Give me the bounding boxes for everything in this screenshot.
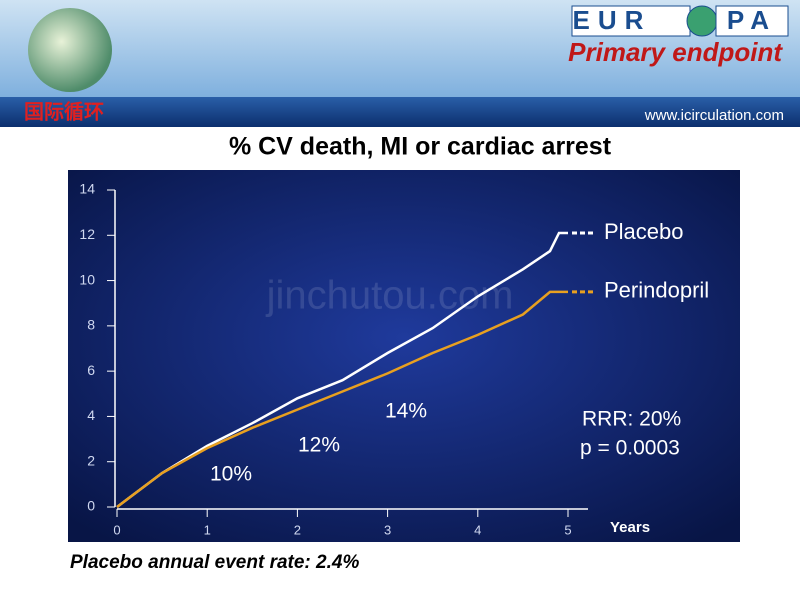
logo-text: PA <box>727 5 777 35</box>
brand-bar <box>0 97 800 127</box>
plot-area <box>68 170 740 542</box>
annotation: 10% <box>210 463 252 486</box>
x-tick-label: 4 <box>474 522 481 537</box>
y-tick-label: 6 <box>87 362 95 378</box>
footer: Placebo annual event rate: 2.4% <box>70 552 359 573</box>
chart-title: % CV death, MI or cardiac arrest <box>229 133 612 161</box>
x-tick-label: 2 <box>294 522 301 537</box>
y-tick-label: 2 <box>87 452 95 468</box>
watermark: jinchutou.com <box>266 274 514 318</box>
x-tick-label: 1 <box>204 522 211 537</box>
y-tick-label: 14 <box>79 181 95 197</box>
annotation: 14% <box>385 400 427 423</box>
logo-globe <box>686 5 718 37</box>
y-tick-label: 8 <box>87 317 95 333</box>
annotation: RRR: 20% <box>582 408 681 431</box>
logo-box <box>571 5 691 37</box>
logo-text: EUR <box>573 5 652 35</box>
x-axis-label: Years <box>610 519 650 536</box>
slide-title: Primary endpoint <box>568 37 783 67</box>
x-tick-label: 3 <box>384 522 391 537</box>
series-line <box>116 290 568 508</box>
annotation: 12% <box>298 434 340 457</box>
y-tick-label: 4 <box>87 407 95 423</box>
series-line <box>116 231 568 508</box>
annotation: p = 0.0003 <box>580 437 680 460</box>
x-tick-label: 5 <box>564 522 571 537</box>
y-tick-label: 12 <box>79 226 95 242</box>
url: www.icirculation.com <box>644 107 784 124</box>
brand: 国际循环 <box>24 99 104 123</box>
x-tick-label: 0 <box>113 522 120 537</box>
globe-logo <box>28 8 112 92</box>
y-tick-label: 0 <box>87 498 95 514</box>
logo-box <box>715 5 789 37</box>
legend-label: Placebo <box>604 219 684 244</box>
y-tick-label: 10 <box>79 271 95 287</box>
legend-label: Perindopril <box>604 278 709 303</box>
